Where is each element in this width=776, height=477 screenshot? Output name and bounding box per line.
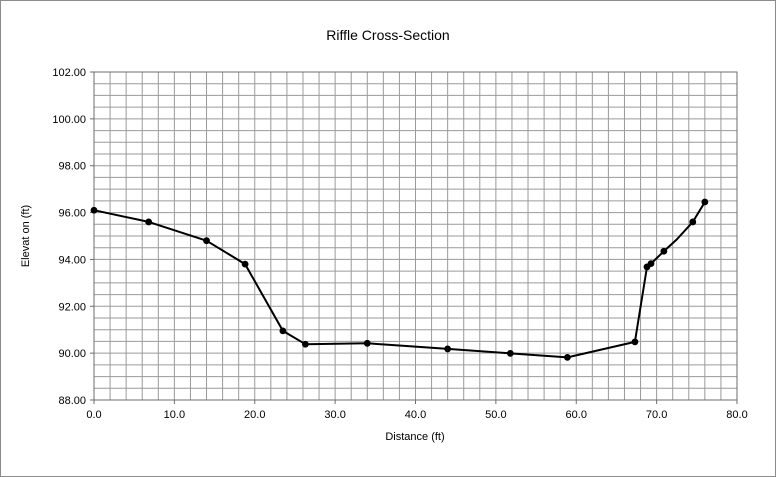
data-point — [564, 353, 571, 361]
data-point — [203, 237, 210, 245]
x-tick-label: 70.0 — [646, 409, 667, 421]
y-tick-label: 92.00 — [58, 301, 86, 313]
y-tick-label: 94.00 — [58, 254, 86, 266]
x-tick-label: 80.0 — [726, 409, 747, 421]
data-point — [506, 349, 514, 357]
x-axis-label: Distance (ft) — [385, 431, 445, 443]
data-point — [444, 345, 452, 353]
x-tick-label: 30.0 — [324, 409, 345, 421]
data-point — [90, 206, 98, 214]
y-tick-label: 100.00 — [52, 114, 86, 126]
chart-title: Riffle Cross-Section — [326, 27, 450, 43]
x-tick-label: 10.0 — [164, 409, 185, 421]
data-point — [279, 327, 287, 335]
y-tick-label: 102.00 — [52, 67, 86, 79]
data-point — [631, 338, 639, 346]
x-tick-label: 50.0 — [485, 409, 506, 421]
x-tick-label: 0.0 — [86, 409, 101, 421]
data-point — [145, 218, 153, 226]
x-tick-label: 20.0 — [244, 409, 265, 421]
y-tick-label: 98.00 — [58, 161, 86, 173]
data-point — [363, 339, 371, 347]
data-point — [701, 198, 709, 206]
y-tick-label: 90.00 — [58, 348, 86, 360]
x-tick-label: 60.0 — [566, 409, 587, 421]
data-point — [241, 260, 249, 268]
x-tick-label: 40.0 — [405, 409, 426, 421]
y-tick-label: 96.00 — [58, 208, 86, 220]
data-point — [660, 247, 668, 255]
y-tick-label: 88.00 — [58, 395, 86, 407]
data-point — [647, 260, 655, 268]
data-point — [301, 340, 309, 348]
data-point — [689, 218, 697, 226]
